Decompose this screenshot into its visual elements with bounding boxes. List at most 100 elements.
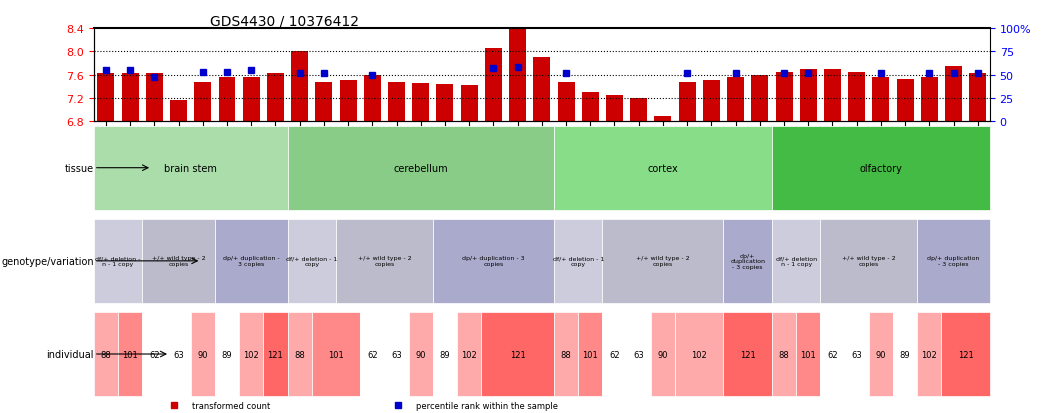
Bar	[219, 78, 235, 122]
Bar	[772, 219, 820, 303]
Bar	[215, 219, 288, 303]
Bar	[775, 72, 793, 122]
Bar	[461, 86, 477, 122]
Bar	[413, 84, 429, 122]
Bar	[723, 312, 772, 396]
Text: df/+ deletion - 1
copy: df/+ deletion - 1 copy	[552, 256, 603, 267]
Bar	[554, 312, 578, 396]
Text: 88: 88	[100, 350, 111, 358]
Bar	[194, 82, 212, 122]
Bar	[118, 312, 142, 396]
Bar	[142, 312, 167, 396]
Bar	[678, 82, 696, 122]
Text: 102: 102	[921, 350, 937, 358]
Bar	[485, 49, 502, 122]
Bar	[312, 312, 361, 396]
Bar	[942, 312, 990, 396]
Bar	[191, 312, 215, 396]
Bar	[243, 78, 259, 122]
Bar	[772, 312, 796, 396]
Text: 121: 121	[510, 350, 525, 358]
Text: cerebellum: cerebellum	[394, 163, 448, 173]
Text: 88: 88	[778, 350, 790, 358]
Text: 62: 62	[610, 350, 620, 358]
Text: 90: 90	[658, 350, 668, 358]
Bar	[437, 85, 453, 122]
Bar	[94, 312, 118, 396]
Text: cortex: cortex	[647, 163, 678, 173]
Bar	[316, 83, 332, 122]
Bar	[170, 100, 187, 122]
Bar	[408, 312, 432, 396]
Bar	[388, 83, 405, 122]
Bar	[336, 219, 432, 303]
Text: 121: 121	[740, 350, 755, 358]
Text: 89: 89	[900, 350, 911, 358]
Bar	[288, 219, 336, 303]
Text: df/+ deletion - 1
copy: df/+ deletion - 1 copy	[287, 256, 338, 267]
Text: GDS4430 / 10376412: GDS4430 / 10376412	[210, 15, 359, 29]
Bar	[727, 78, 744, 122]
Bar	[654, 117, 671, 122]
Bar	[602, 312, 626, 396]
Bar	[917, 312, 942, 396]
Text: olfactory: olfactory	[860, 163, 902, 173]
Text: df/+ deletion -
n - 1 copy: df/+ deletion - n - 1 copy	[95, 256, 141, 267]
Bar	[675, 312, 723, 396]
Text: 102: 102	[462, 350, 477, 358]
Text: 63: 63	[173, 350, 184, 358]
Bar	[142, 219, 215, 303]
Bar	[264, 312, 288, 396]
Bar	[796, 312, 820, 396]
Bar	[432, 219, 554, 303]
Text: transformed count: transformed count	[193, 401, 271, 410]
Text: 121: 121	[958, 350, 973, 358]
Text: 101: 101	[122, 350, 138, 358]
Text: dp/+
duplication
- 3 copies: dp/+ duplication - 3 copies	[730, 253, 765, 270]
Text: brain stem: brain stem	[165, 163, 217, 173]
Bar	[800, 69, 817, 122]
Text: +/+ wild type - 2
copies: +/+ wild type - 2 copies	[636, 256, 690, 267]
Bar	[602, 219, 723, 303]
Text: 88: 88	[294, 350, 305, 358]
Bar	[626, 312, 651, 396]
Text: 101: 101	[582, 350, 598, 358]
Bar	[554, 126, 772, 210]
Text: 102: 102	[244, 350, 259, 358]
Text: 62: 62	[367, 350, 377, 358]
Bar	[872, 78, 890, 122]
Bar	[723, 219, 772, 303]
Text: individual: individual	[46, 349, 94, 359]
Bar	[288, 312, 312, 396]
Text: 62: 62	[827, 350, 838, 358]
Bar	[97, 74, 115, 122]
Bar	[288, 126, 554, 210]
Bar	[848, 72, 865, 122]
Bar	[630, 99, 647, 122]
Text: genotype/variation: genotype/variation	[1, 256, 94, 266]
Bar	[510, 30, 526, 122]
Text: 90: 90	[875, 350, 886, 358]
Text: df/+ deletion
n - 1 copy: df/+ deletion n - 1 copy	[775, 256, 817, 267]
Text: 121: 121	[268, 350, 283, 358]
Bar	[581, 93, 599, 122]
Text: +/+ wild type - 2
copies: +/+ wild type - 2 copies	[357, 256, 412, 267]
Text: dp/+ duplication - 3
copies: dp/+ duplication - 3 copies	[462, 256, 525, 267]
Bar	[651, 312, 675, 396]
Text: percentile rank within the sample: percentile rank within the sample	[417, 401, 559, 410]
Text: 88: 88	[561, 350, 571, 358]
Text: 101: 101	[800, 350, 816, 358]
Text: 102: 102	[692, 350, 708, 358]
Bar	[772, 126, 990, 210]
Bar	[703, 81, 720, 122]
Bar	[751, 75, 768, 122]
Text: 63: 63	[391, 350, 402, 358]
Bar	[361, 312, 384, 396]
Bar	[534, 58, 550, 122]
Bar	[869, 312, 893, 396]
Text: +/+ wild type - 2
copies: +/+ wild type - 2 copies	[152, 256, 205, 267]
Bar	[340, 81, 356, 122]
Text: 89: 89	[222, 350, 232, 358]
Text: tissue: tissue	[65, 163, 94, 173]
Bar	[606, 96, 623, 122]
